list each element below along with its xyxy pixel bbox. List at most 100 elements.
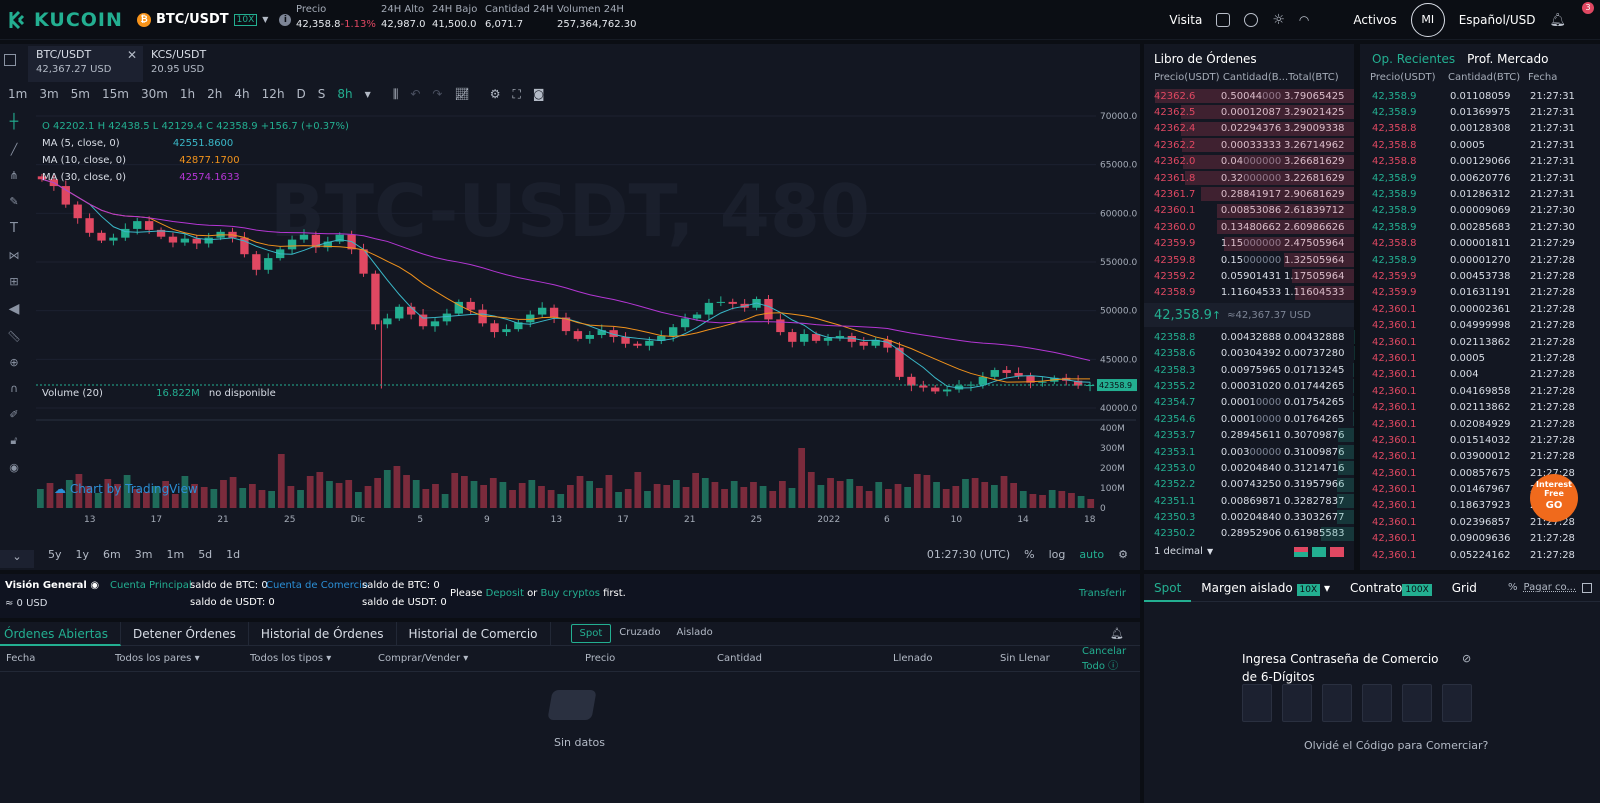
interest-free-promo[interactable]: Interest Free GO: [1530, 474, 1578, 522]
ask-row[interactable]: 42359.2 0.05901431 1.17505964: [1144, 268, 1354, 284]
tf-8h-selected[interactable]: 8h: [337, 87, 353, 101]
pay-with-kcs[interactable]: Pagar co...: [1523, 581, 1576, 593]
chart-tab-btc[interactable]: BTC/USDT 42,367.27 USD ✕: [28, 46, 143, 82]
tab-contract[interactable]: Contrato 100X: [1340, 574, 1442, 602]
tab-stop-orders[interactable]: Detener Órdenes: [121, 621, 249, 646]
forgot-code-link[interactable]: Olvidé el Código para Comerciar?: [1304, 739, 1489, 752]
layout-grid-icon[interactable]: [4, 54, 16, 66]
lock-drawing-icon[interactable]: ✐: [9, 408, 19, 421]
support-icon[interactable]: [1244, 13, 1259, 27]
pin-digit-5[interactable]: [1402, 684, 1432, 722]
redo-icon[interactable]: ↷: [432, 87, 443, 101]
tab-order-history[interactable]: Historial de Órdenes: [249, 621, 397, 646]
tab-grid[interactable]: Grid: [1451, 580, 1477, 595]
view-asks-icon[interactable]: [1330, 546, 1344, 557]
bid-row[interactable]: 42350.3 0.00204840 0.33032677: [1144, 509, 1354, 525]
types-filter[interactable]: Todos los tipos ▾: [250, 653, 332, 664]
settings-icon[interactable]: ⚙: [489, 87, 501, 101]
ask-row[interactable]: 42361.7 0.28841917 2.90681629: [1144, 186, 1354, 202]
ask-row[interactable]: 42362.6 0.50044000 3.79065425: [1144, 88, 1354, 104]
pin-digit-6[interactable]: [1442, 684, 1472, 722]
range-5d[interactable]: 5d: [198, 547, 213, 561]
brush-icon[interactable]: ✎: [9, 195, 19, 208]
auto-scale[interactable]: auto: [1079, 547, 1105, 561]
chart-tab-kcs[interactable]: KCS/USDT 20.95 USD: [143, 46, 258, 82]
tf-5m[interactable]: 5m: [70, 87, 90, 101]
range-6m[interactable]: 6m: [103, 547, 121, 561]
tf-12h[interactable]: 12h: [261, 87, 285, 101]
bell-icon[interactable]: 🔔︎: [1110, 627, 1124, 640]
tf-3m[interactable]: 3m: [39, 87, 59, 101]
pin-digit-2[interactable]: [1282, 684, 1312, 722]
tab-market-depth[interactable]: Prof. Mercado: [1467, 52, 1549, 66]
pin-digit-1[interactable]: [1242, 684, 1272, 722]
ask-row[interactable]: 42359.8 0.15000000 1.32505964: [1144, 252, 1354, 268]
info-icon[interactable]: i: [279, 13, 292, 26]
trendline-icon[interactable]: ╱: [10, 143, 18, 156]
ask-row[interactable]: 42358.9 1.11604533 1.11604533: [1144, 285, 1354, 301]
bid-row[interactable]: 42358.6 0.00304392 0.00737280: [1144, 345, 1354, 361]
range-3m[interactable]: 3m: [134, 547, 153, 561]
fee-icon[interactable]: %: [1508, 581, 1518, 593]
trade-account-link[interactable]: Cuenta de Comercio: [266, 580, 368, 591]
ruler-icon[interactable]: 📏︎: [7, 330, 21, 343]
bid-row[interactable]: 42350.2 0.28952906 0.61985583: [1144, 526, 1354, 542]
ask-row[interactable]: 42362.2 0.00033333 3.26714962: [1144, 137, 1354, 153]
bid-row[interactable]: 42354.7 0.00010000 0.01754265: [1144, 395, 1354, 411]
utc-clock[interactable]: 01:27:30 (UTC): [926, 547, 1011, 561]
log-scale[interactable]: log: [1048, 547, 1066, 561]
kucoin-logo[interactable]: KUCOIN: [8, 9, 123, 31]
orders-icon[interactable]: [1216, 13, 1231, 27]
eye-icon[interactable]: ◉: [9, 461, 19, 474]
zoom-in-icon[interactable]: ⊕: [9, 356, 19, 369]
buy-cryptos-link[interactable]: Buy cryptos: [540, 588, 600, 599]
ask-row[interactable]: 42362.4 0.02294376 3.29009338: [1144, 121, 1354, 137]
tf-1h[interactable]: 1h: [179, 87, 196, 101]
prediction-icon[interactable]: ⊞: [9, 275, 19, 288]
pin-digit-3[interactable]: [1322, 684, 1352, 722]
avatar[interactable]: MI: [1410, 3, 1445, 37]
ask-row[interactable]: 42361.8 0.32000000 3.22681629: [1144, 170, 1354, 186]
chart-settings-icon[interactable]: ⚙: [1118, 547, 1128, 561]
tab-trade-history[interactable]: Historial de Comercio: [397, 621, 551, 646]
magnet-icon[interactable]: ∩: [9, 382, 19, 395]
language-selector[interactable]: Español/USD: [1458, 13, 1536, 27]
percent-scale[interactable]: %: [1024, 547, 1035, 561]
tab-spot[interactable]: Spot: [1144, 574, 1192, 602]
bid-row[interactable]: 42354.6 0.00010000 0.01764265: [1144, 411, 1354, 427]
range-1d[interactable]: 1d: [226, 547, 241, 561]
pair-selector[interactable]: ₿ BTC/USDT 10X ▼ i: [137, 12, 292, 27]
chevron-down-icon[interactable]: ▼: [262, 15, 269, 24]
back-arrow-icon[interactable]: ◀: [8, 301, 20, 317]
range-1m[interactable]: 1m: [166, 547, 185, 561]
candle-type-icon[interactable]: ⫼: [392, 86, 399, 101]
main-account-link[interactable]: Cuenta Principal: [110, 580, 192, 591]
decimal-selector[interactable]: 1 decimal: [1154, 546, 1203, 558]
chevron-down-icon[interactable]: ▼: [1206, 547, 1214, 557]
deposit-link[interactable]: Deposit: [485, 588, 524, 599]
tf-d[interactable]: D: [296, 87, 306, 101]
tradingview-badge[interactable]: ☁ Chart by TradingView: [54, 482, 198, 496]
tab-recent-trades[interactable]: Op. Recientes: [1372, 52, 1456, 66]
tf-2h[interactable]: 2h: [207, 87, 223, 101]
pay-checkbox[interactable]: [1582, 582, 1592, 593]
indicators-icon[interactable]: 📈︎: [454, 87, 470, 101]
segment-cross[interactable]: Cruzado: [619, 627, 661, 638]
tab-open-orders[interactable]: Órdenes Abiertas: [0, 621, 122, 646]
price-chart[interactable]: 70000.0 65000.0 60000.0 55000.0 50000.0 45000…: [36, 108, 1138, 524]
tf-1m[interactable]: 1m: [8, 87, 28, 101]
pin-digit-4[interactable]: [1362, 684, 1392, 722]
segment-isolated[interactable]: Aislado: [676, 627, 713, 638]
chevron-down-icon[interactable]: ▼: [364, 89, 371, 99]
segment-spot[interactable]: Spot: [570, 624, 612, 643]
undo-icon[interactable]: ↶: [410, 87, 421, 101]
ask-row[interactable]: 42359.9 1.15000000 2.47505964: [1144, 236, 1354, 252]
view-bids-icon[interactable]: [1312, 546, 1326, 557]
pitchfork-icon[interactable]: ⋔: [9, 169, 19, 182]
eye-icon[interactable]: ◉: [90, 580, 100, 591]
tf-30m[interactable]: 30m: [140, 87, 168, 101]
tf-15m[interactable]: 15m: [101, 87, 129, 101]
bid-row[interactable]: 42358.3 0.00975965 0.01713245: [1144, 362, 1354, 378]
assets-link[interactable]: Activos: [1353, 13, 1397, 27]
ask-row[interactable]: 42362.0 0.04000000 3.26681629: [1144, 154, 1354, 170]
